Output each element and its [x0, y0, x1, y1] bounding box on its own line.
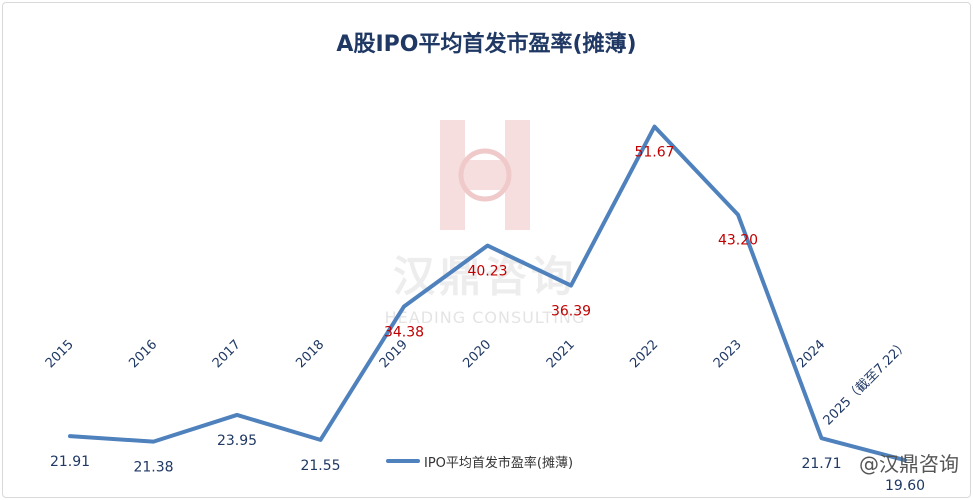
data-label: 21.71	[801, 456, 841, 472]
data-label: 21.91	[50, 454, 90, 470]
x-tick-label: 2018	[293, 337, 327, 371]
series-line	[68, 124, 907, 463]
chart-title: A股IPO平均首发市盈率(摊薄)	[336, 32, 637, 57]
series-group	[68, 124, 907, 463]
watermark-en-text: HEADING CONSULTING	[384, 308, 586, 327]
x-tick-label: 2017	[210, 337, 244, 371]
x-tick-label: 2015	[43, 337, 77, 371]
data-label: 21.55	[300, 458, 340, 474]
data-label: 34.38	[384, 324, 424, 340]
data-label: 51.67	[634, 145, 674, 161]
heading-logo-icon	[440, 120, 530, 230]
x-tick-label: 2020	[460, 337, 494, 371]
data-labels: 21.91 21.38 23.95 21.55 34.38 40.23 36.39 51.67…	[50, 145, 925, 495]
data-label: 19.60	[885, 478, 925, 494]
data-label: 36.39	[551, 304, 591, 320]
x-tick-label: 2016	[126, 337, 160, 371]
x-tick-label: 2025（截至7.22）	[821, 337, 912, 428]
legend-swatch	[386, 459, 420, 463]
legend-label: IPO平均首发市盈率(摊薄)	[424, 455, 574, 471]
data-label: 21.38	[133, 460, 173, 476]
legend: IPO平均首发市盈率(摊薄)	[386, 452, 574, 471]
corner-watermark-text: @汉鼎咨询	[859, 452, 959, 476]
data-label: 43.20	[718, 233, 758, 249]
x-tick-label: 2022	[627, 337, 661, 371]
x-tick-label: 2021	[544, 337, 578, 371]
data-label: 23.95	[217, 433, 257, 449]
x-tick-label: 2024	[794, 337, 828, 371]
corner-watermark: @汉鼎咨询	[859, 448, 959, 477]
x-axis-ticks: 2015 2016 2017 2018 2019 2020 2021 2022 2023 2024…	[43, 337, 912, 428]
x-tick-label: 2023	[711, 337, 745, 371]
center-watermark: 汉鼎咨询 HEADING CONSULTING	[360, 115, 610, 345]
data-label: 40.23	[467, 264, 507, 280]
